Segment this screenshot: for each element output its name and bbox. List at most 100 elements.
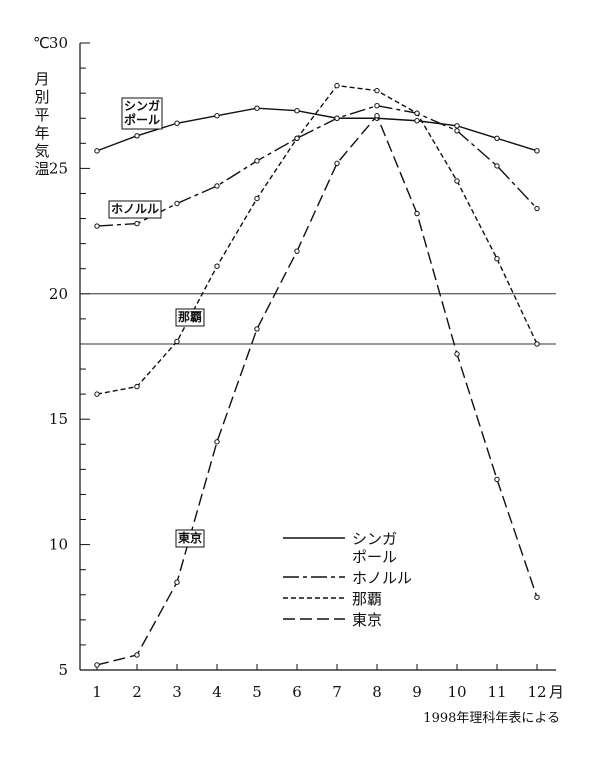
y-axis-title-char: 月: [34, 70, 49, 88]
data-point: [414, 110, 420, 116]
x-tick-label: 12: [527, 683, 546, 701]
data-point: [254, 326, 260, 332]
series-label-box: [175, 529, 205, 548]
x-tick-label: 3: [172, 683, 182, 701]
y-axis-title-char: 温: [34, 160, 49, 178]
series-label-text: 那覇: [178, 310, 202, 324]
series-label-text: シンガ: [124, 98, 160, 113]
legend-label: 東京: [352, 611, 382, 629]
data-point: [294, 108, 300, 114]
data-point: [494, 163, 500, 169]
data-point: [454, 123, 460, 129]
x-tick-label: 1: [92, 683, 102, 701]
y-axis-title-char: 気: [34, 142, 49, 160]
series: [94, 82, 540, 397]
data-point: [134, 133, 140, 139]
data-point: [534, 148, 540, 154]
data-point: [294, 248, 300, 254]
legend-label: 那覇: [352, 590, 382, 608]
y-tick-label: 30: [49, 34, 68, 52]
data-point: [254, 158, 260, 164]
data-point: [94, 223, 100, 229]
y-axis-title-char: 別: [34, 88, 49, 106]
series-line: [96, 114, 538, 666]
y-axis-title-char: 平: [34, 106, 49, 124]
series-label-text: 東京: [178, 530, 202, 545]
data-point: [174, 120, 180, 126]
data-point: [534, 205, 540, 212]
series-label: 東京: [175, 529, 205, 548]
x-tick-label: 10: [447, 683, 466, 701]
series-label-box: [108, 200, 162, 219]
x-tick-label: 6: [292, 683, 302, 701]
data-point: [374, 87, 380, 94]
series-label-text: ホノルル: [111, 202, 159, 216]
data-point: [534, 341, 540, 347]
data-point: [134, 652, 140, 658]
y-axis-title-char: 年: [34, 124, 49, 142]
y-tick-label: 15: [49, 410, 68, 428]
legend-label: シンガ: [352, 530, 397, 548]
data-point: [294, 135, 300, 142]
data-point: [334, 115, 340, 121]
data-point: [494, 135, 500, 142]
series-label-text: ポール: [124, 112, 160, 127]
x-tick-label: 5: [252, 683, 262, 701]
x-tick-label: 8: [372, 683, 382, 701]
x-tick-label: 4: [212, 683, 222, 701]
data-point: [94, 148, 100, 154]
data-point: [454, 178, 460, 184]
y-tick-label: 25: [49, 159, 68, 177]
data-point: [414, 118, 420, 124]
source-note: 1998年理科年表による: [423, 711, 560, 726]
data-point: [134, 383, 140, 390]
legend-label: ポール: [352, 548, 397, 566]
data-point: [174, 579, 180, 585]
y-tick-label: 10: [49, 536, 68, 554]
series-label-box: [175, 308, 205, 327]
data-point: [334, 160, 340, 167]
series-label: ホノルル: [108, 200, 162, 219]
series-line: [96, 107, 538, 152]
data-point: [214, 183, 220, 189]
series: [94, 103, 540, 229]
data-point: [454, 351, 460, 357]
data-point: [454, 128, 460, 134]
data-point: [494, 476, 500, 483]
data-point: [174, 200, 180, 207]
x-tick-label: 2: [132, 683, 142, 701]
data-point: [334, 82, 340, 89]
series-line: [96, 104, 538, 227]
data-point: [374, 103, 380, 109]
data-point: [254, 105, 260, 111]
y-tick-label: 20: [49, 285, 68, 303]
data-point: [214, 113, 220, 119]
data-point: [374, 113, 380, 119]
x-unit-label: 月: [549, 683, 564, 701]
series-layer: [94, 82, 540, 668]
data-point: [174, 338, 180, 345]
data-point: [254, 195, 260, 202]
x-tick-label: 7: [332, 683, 342, 701]
y-tick-label: 5: [58, 661, 68, 679]
data-point: [94, 391, 100, 397]
x-tick-label: 11: [487, 683, 506, 701]
x-tick-label: 9: [412, 683, 422, 701]
data-point: [494, 255, 500, 262]
data-point: [214, 263, 220, 269]
data-point: [414, 210, 420, 217]
data-point: [94, 662, 100, 668]
data-point: [534, 594, 540, 600]
data-point: [134, 220, 140, 227]
series: [94, 113, 540, 668]
series-line: [96, 84, 538, 395]
series-label: 那覇: [175, 308, 205, 327]
data-point: [214, 439, 220, 445]
legend-label: ホノルル: [352, 569, 412, 587]
series-label-box: [121, 97, 163, 130]
